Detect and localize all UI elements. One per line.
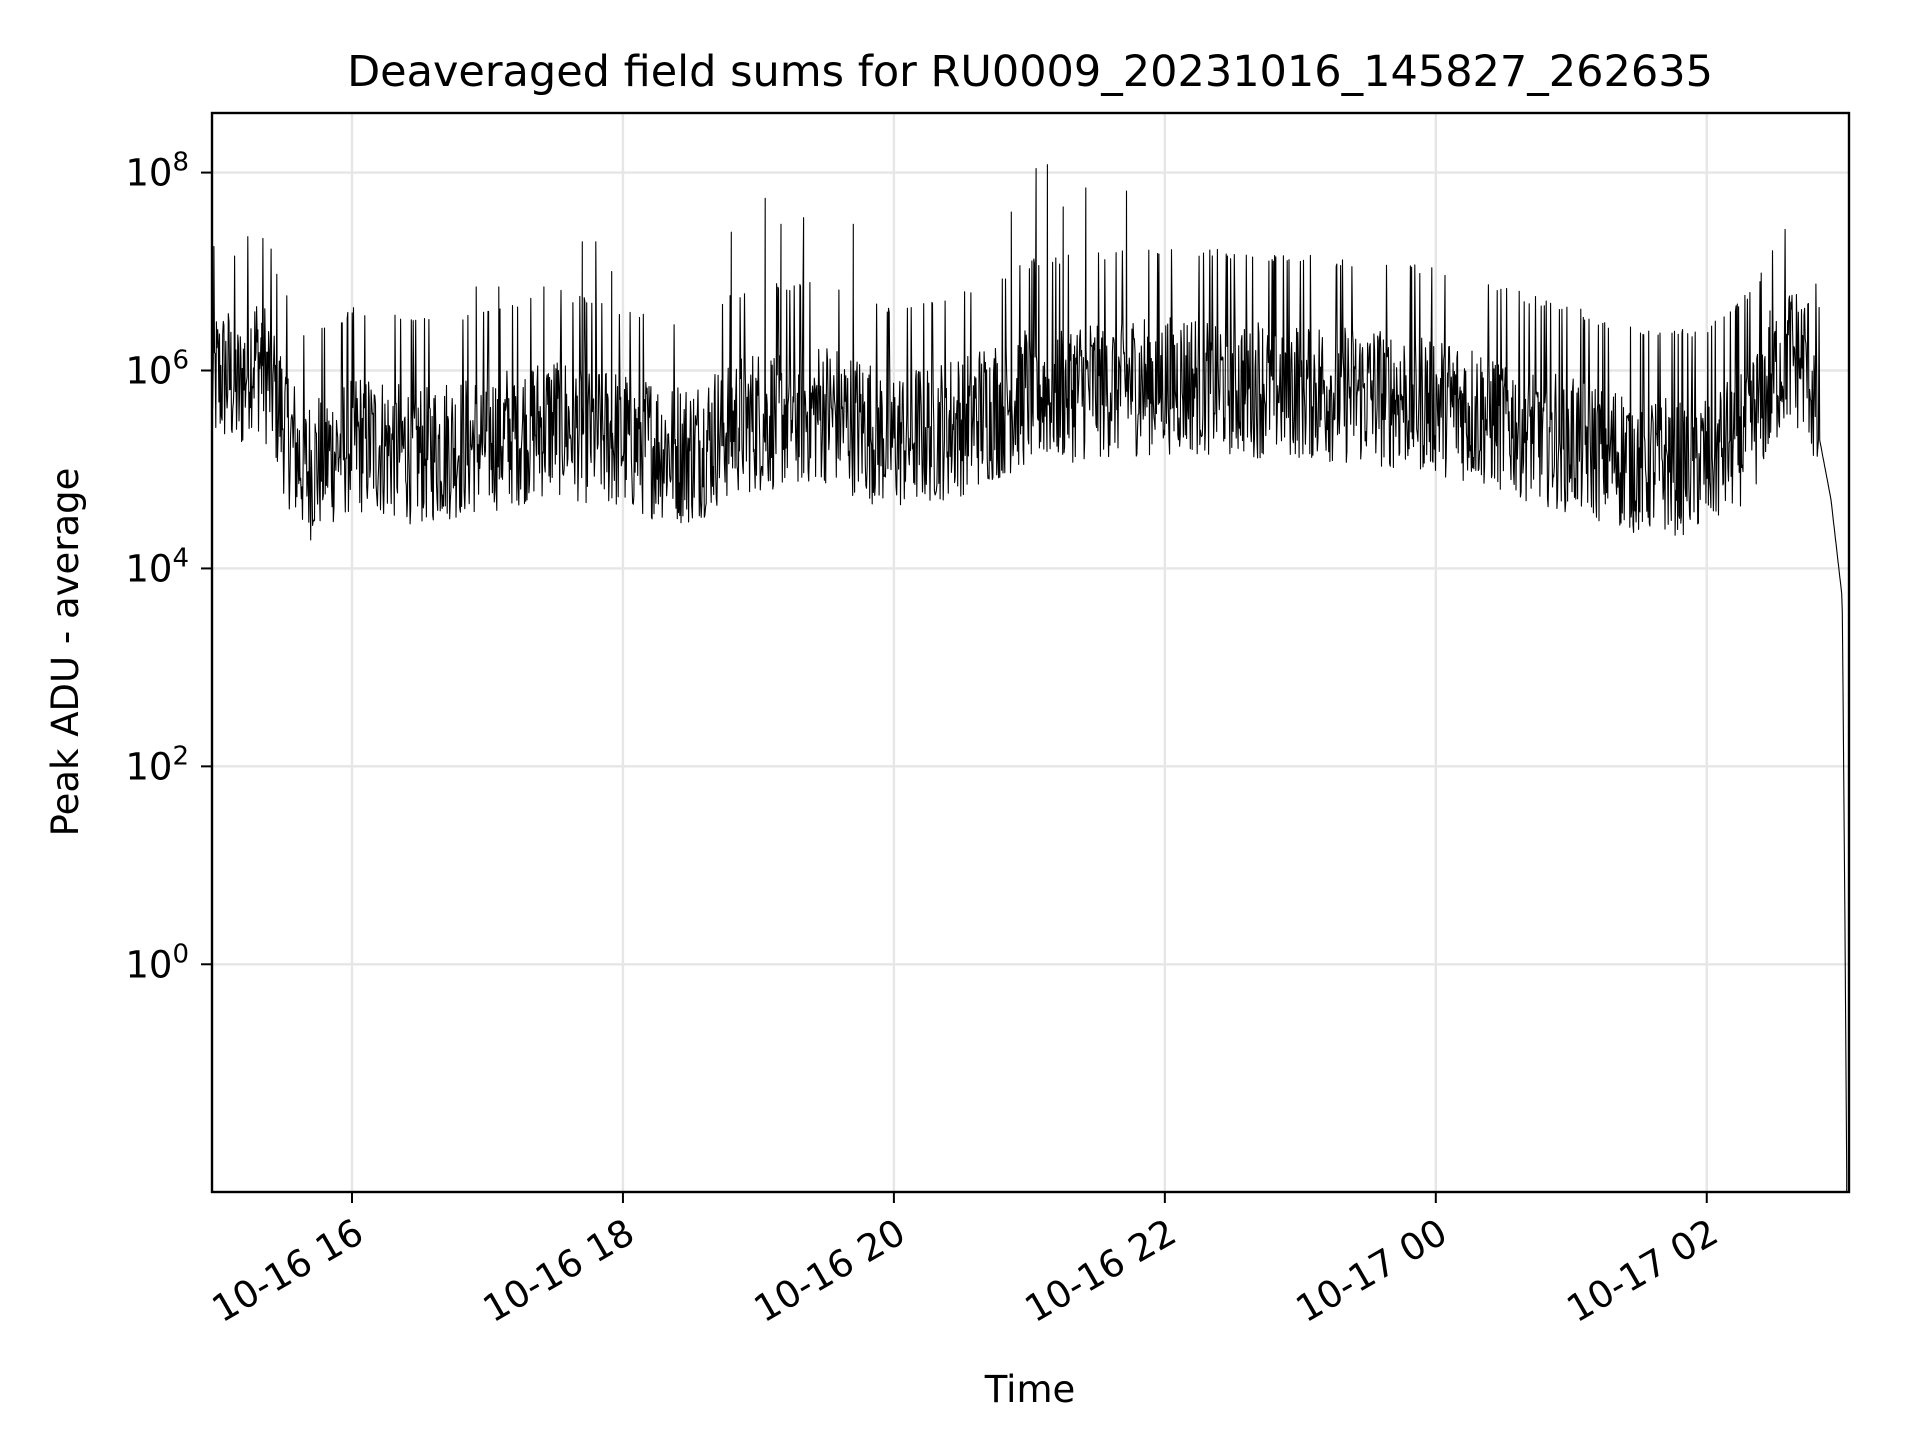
y-tick-label: 100 bbox=[125, 939, 189, 986]
y-axis-label: Peak ADU - average bbox=[44, 468, 87, 837]
x-axis-label: Time bbox=[984, 1368, 1076, 1411]
grid bbox=[212, 113, 1849, 1192]
x-tick-label: 10-16 18 bbox=[476, 1211, 642, 1331]
y-tick-label: 102 bbox=[125, 741, 189, 788]
plot-frame bbox=[210, 111, 1851, 1194]
chart-title: Deaveraged field sums for RU0009_2023101… bbox=[347, 47, 1713, 97]
x-tick-label: 10-16 16 bbox=[205, 1211, 371, 1331]
y-tick-label: 104 bbox=[125, 543, 189, 590]
y-tick-label: 106 bbox=[125, 346, 189, 393]
x-tick-label: 10-17 02 bbox=[1560, 1211, 1726, 1331]
x-tick-label: 10-17 00 bbox=[1289, 1211, 1455, 1331]
x-tick-label: 10-16 20 bbox=[747, 1211, 913, 1331]
series-line bbox=[211, 164, 1848, 1192]
x-tick-label: 10-16 22 bbox=[1018, 1211, 1184, 1331]
y-tick-label: 108 bbox=[125, 148, 189, 195]
